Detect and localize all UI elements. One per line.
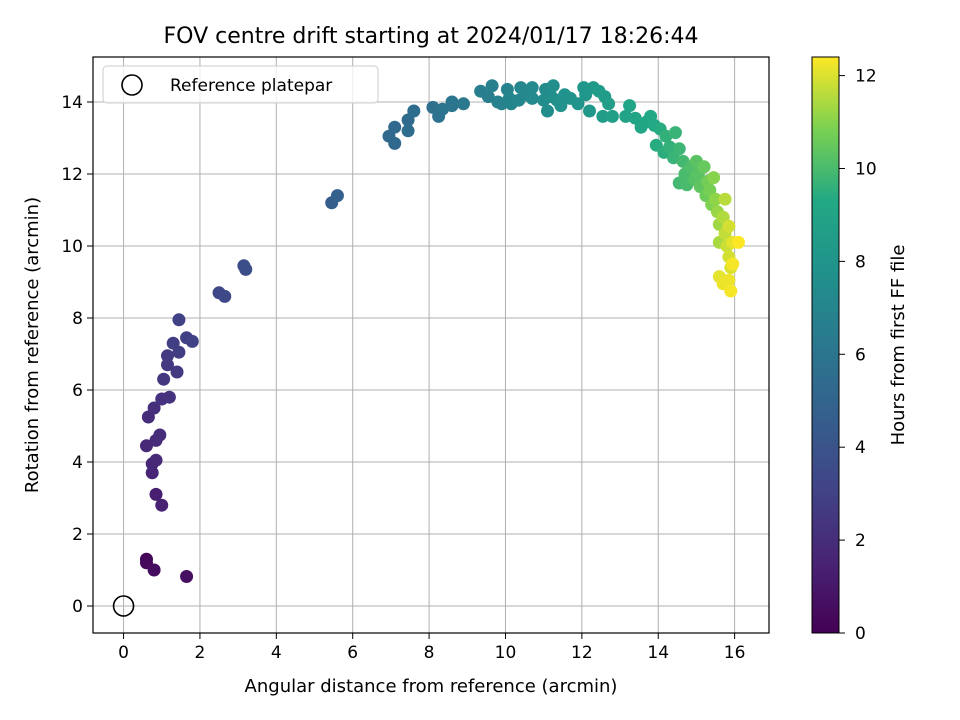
data-point xyxy=(722,273,736,287)
x-tick-label: 16 xyxy=(724,643,746,663)
data-point xyxy=(388,120,402,134)
data-point xyxy=(456,97,470,111)
colorbar-ticks: 0 2 4 6 8 10 12 xyxy=(839,67,877,644)
chart-title: FOV centre drift starting at 2024/01/17 … xyxy=(164,24,699,49)
y-tick-label: 6 xyxy=(72,381,83,401)
data-point xyxy=(149,487,163,501)
data-point xyxy=(707,171,721,185)
data-point xyxy=(709,192,723,206)
colorbar-tick-label: 6 xyxy=(855,345,866,365)
data-point xyxy=(407,104,421,118)
data-point xyxy=(546,79,560,93)
y-tick-label: 0 xyxy=(72,597,83,617)
data-point xyxy=(172,345,186,359)
legend-marker-icon xyxy=(121,74,143,96)
legend: Reference platepar xyxy=(102,65,379,104)
legend-label: Reference platepar xyxy=(170,76,332,96)
colorbar xyxy=(811,56,840,634)
data-point xyxy=(218,289,232,303)
data-point xyxy=(722,219,736,233)
data-point xyxy=(157,372,171,386)
data-point xyxy=(596,109,610,123)
x-axis-label: Angular distance from reference (arcmin) xyxy=(245,676,618,697)
y-tick-label: 14 xyxy=(61,93,83,113)
data-point xyxy=(162,390,176,404)
x-tick-label: 6 xyxy=(347,643,358,663)
data-point xyxy=(149,453,163,467)
data-point xyxy=(145,466,159,480)
x-tick-label: 2 xyxy=(195,643,206,663)
data-point xyxy=(525,91,539,105)
x-tick-label: 12 xyxy=(571,643,593,663)
data-point xyxy=(623,99,637,113)
data-point xyxy=(668,126,682,140)
data-point xyxy=(155,498,169,512)
data-point xyxy=(170,365,184,379)
data-point xyxy=(485,79,499,93)
data-points xyxy=(139,79,745,583)
data-point xyxy=(605,109,619,123)
data-point xyxy=(540,104,554,118)
colorbar-tick-label: 0 xyxy=(855,624,866,644)
y-axis-ticks: 0 2 4 6 8 10 12 14 xyxy=(61,93,93,617)
data-point xyxy=(672,142,686,156)
data-point xyxy=(147,401,161,415)
y-tick-label: 8 xyxy=(72,309,83,329)
data-point xyxy=(726,257,740,271)
data-point xyxy=(697,160,711,174)
data-point xyxy=(718,192,732,206)
data-point xyxy=(602,97,616,111)
data-point xyxy=(571,97,585,111)
y-axis-label: Rotation from reference (arcmin) xyxy=(22,197,43,493)
x-tick-label: 14 xyxy=(647,643,669,663)
data-point xyxy=(724,284,738,298)
colorbar-tick-label: 4 xyxy=(855,438,866,458)
data-point xyxy=(554,99,568,113)
data-point xyxy=(525,81,539,95)
colorbar-label: Hours from first FF file xyxy=(888,245,909,446)
x-axis-ticks: 0 2 4 6 8 10 12 14 16 xyxy=(118,633,745,663)
data-point xyxy=(147,563,161,577)
colorbar-tick-label: 10 xyxy=(855,159,877,179)
data-point xyxy=(388,136,402,150)
legend-box xyxy=(102,65,379,104)
data-point xyxy=(139,439,153,453)
data-point xyxy=(445,99,459,113)
data-point xyxy=(160,358,174,372)
colorbar-tick-label: 8 xyxy=(855,252,866,272)
data-point xyxy=(160,349,174,363)
colorbar-tick-label: 12 xyxy=(855,67,877,87)
data-point xyxy=(330,189,344,203)
data-point xyxy=(401,124,415,138)
reference-platepar-marker xyxy=(112,595,135,617)
x-tick-label: 4 xyxy=(271,643,282,663)
y-tick-label: 4 xyxy=(72,453,83,473)
x-tick-label: 0 xyxy=(118,643,129,663)
data-point xyxy=(180,569,194,583)
plot-frame xyxy=(92,56,770,634)
data-point xyxy=(481,90,495,104)
data-point xyxy=(153,428,167,442)
y-tick-label: 10 xyxy=(61,237,83,257)
x-tick-label: 8 xyxy=(424,643,435,663)
y-tick-label: 12 xyxy=(61,165,83,185)
colorbar-tick-label: 2 xyxy=(855,531,866,551)
data-point xyxy=(185,334,199,348)
data-point xyxy=(582,104,596,118)
data-point xyxy=(172,313,186,327)
data-point xyxy=(731,235,745,249)
data-point xyxy=(239,262,253,276)
x-tick-label: 10 xyxy=(495,643,517,663)
y-tick-label: 2 xyxy=(72,525,83,545)
